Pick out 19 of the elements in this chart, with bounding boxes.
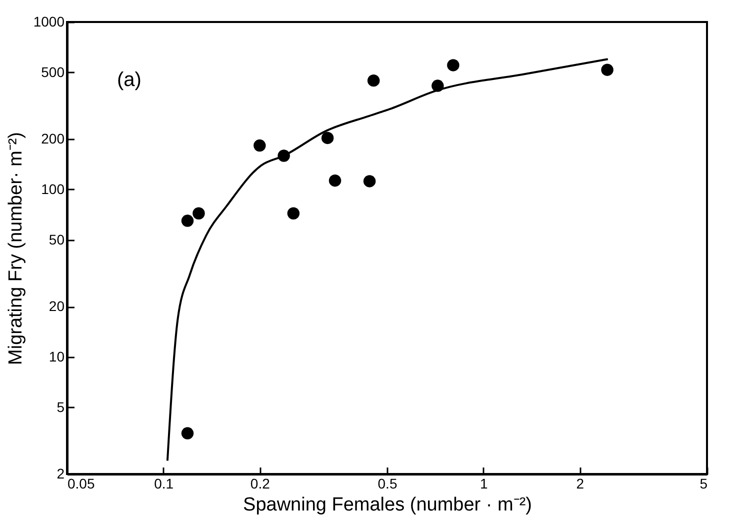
x-tick-label: 0.05 xyxy=(68,476,95,492)
x-tick-label: 0.2 xyxy=(250,476,270,492)
x-tick-label: 1 xyxy=(480,476,488,492)
x-tick-label: 5 xyxy=(700,476,708,492)
y-tick-label: 200 xyxy=(41,130,65,147)
y-tick-label: 50 xyxy=(48,231,65,248)
y-axis-title: Migrating Fry (number· m⁻²) xyxy=(5,132,26,365)
x-tick-label: 0.1 xyxy=(154,476,174,492)
y-tick-label: 500 xyxy=(41,64,65,80)
x-tick-label: 2 xyxy=(576,476,584,492)
y-tick-label: 20 xyxy=(48,298,65,314)
annotation: (a) xyxy=(117,69,142,91)
y-tick-label: 10 xyxy=(48,348,65,364)
y-tick-label: 2 xyxy=(56,466,65,482)
y-tick-label: 1000 xyxy=(33,14,65,30)
y-tick-label: 100 xyxy=(41,180,65,197)
x-tick-label: 0.5 xyxy=(378,476,398,492)
x-axis-title: Spawning Females (number · m⁻²) xyxy=(243,494,532,516)
y-tick-label: 5 xyxy=(56,398,65,415)
